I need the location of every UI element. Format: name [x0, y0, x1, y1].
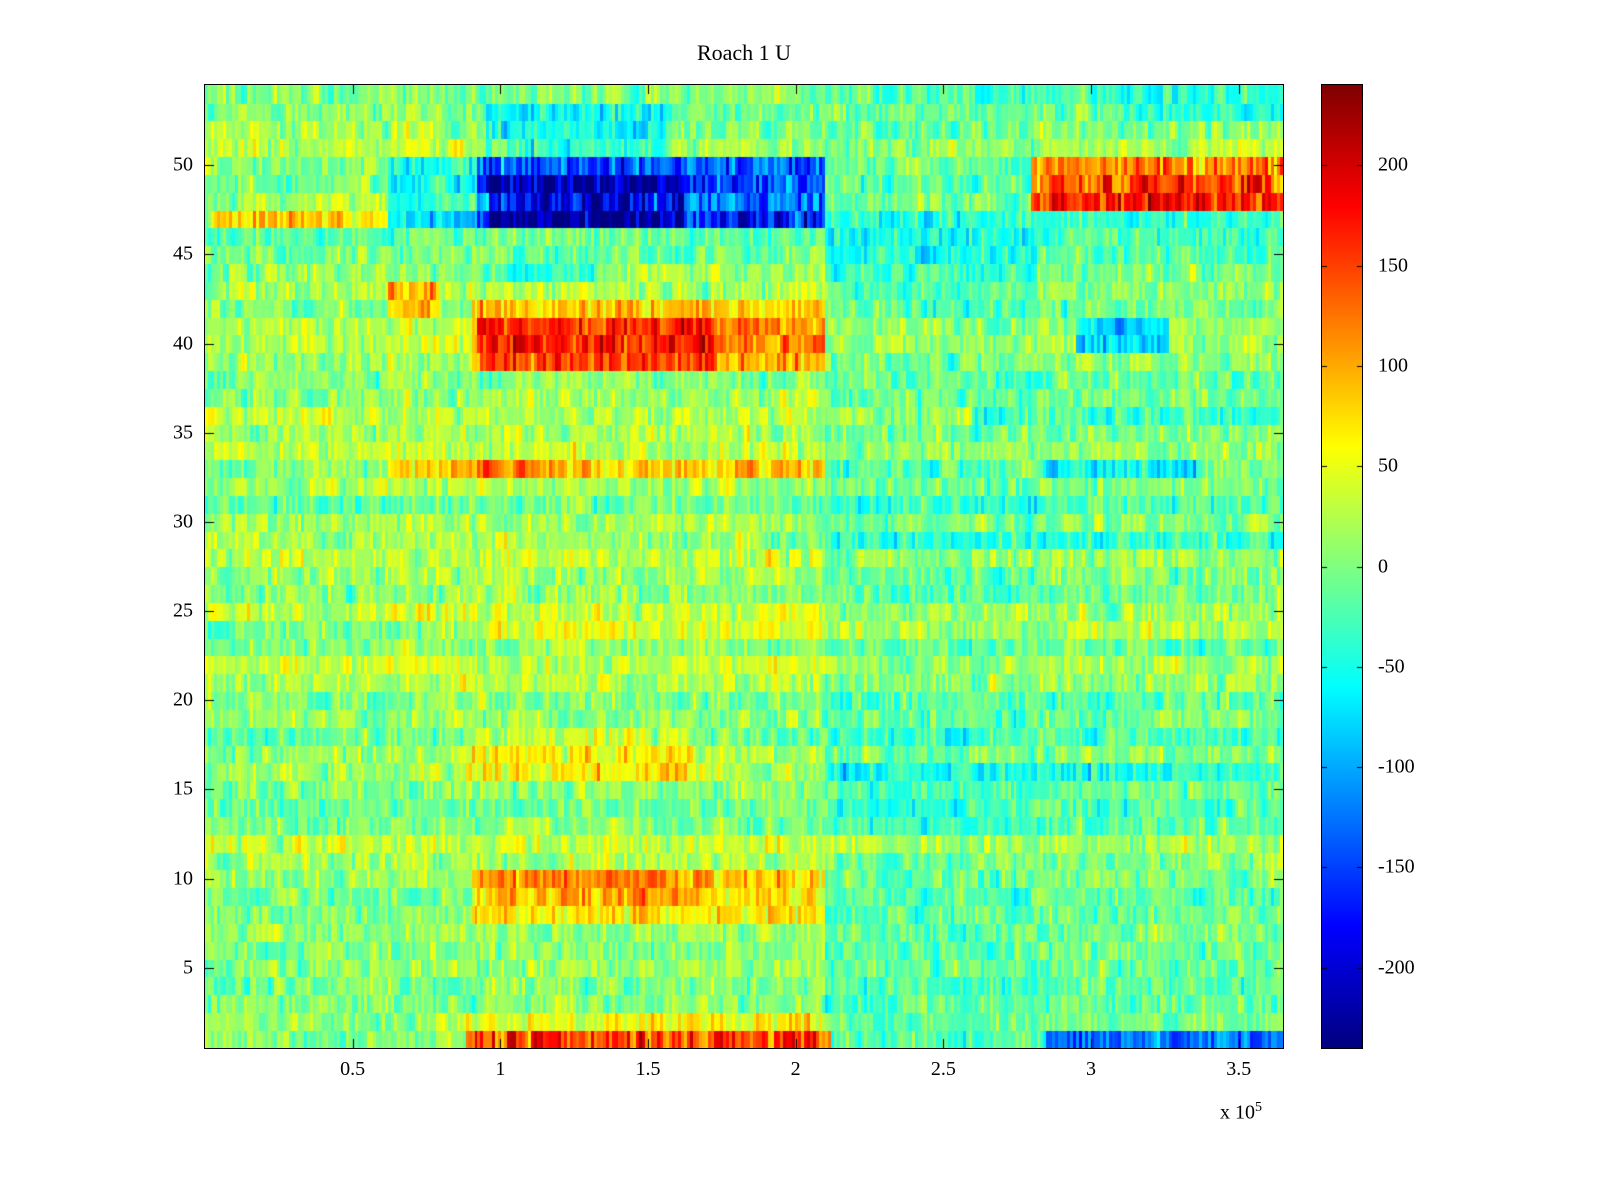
- colorbar-tick-label: -200: [1378, 956, 1415, 979]
- heatmap-canvas: [205, 85, 1283, 1048]
- x-tick-label: 2.5: [930, 1058, 956, 1080]
- x-tick-label: 3.5: [1226, 1058, 1252, 1080]
- colorbar-tick-label: -50: [1378, 655, 1405, 678]
- y-tick-label: 10: [173, 867, 193, 890]
- x-tick-label: 3: [1086, 1058, 1097, 1080]
- colorbar-tick-label: -150: [1378, 855, 1415, 878]
- x-tick-label: 0.5: [340, 1058, 366, 1080]
- colorbar-tick-label: 200: [1378, 153, 1408, 176]
- y-tick-label: 35: [173, 421, 193, 444]
- y-tick-label: 20: [173, 688, 193, 711]
- x-exponent-power: 5: [1255, 1100, 1262, 1115]
- colorbar-tick-label: -100: [1378, 755, 1415, 778]
- x-exponent-base: x 10: [1220, 1101, 1255, 1124]
- y-tick-label: 30: [173, 510, 193, 533]
- colorbar-tick-label: 0: [1378, 555, 1388, 577]
- colorbar-tick-label: 100: [1378, 354, 1408, 377]
- y-tick-label: 15: [173, 777, 193, 800]
- x-tick-label: 1.5: [635, 1058, 661, 1080]
- y-tick-label: 25: [173, 599, 193, 622]
- y-tick-label: 45: [173, 242, 193, 265]
- colorbar-tick-label: 50: [1378, 454, 1398, 477]
- colorbar-tick-label: 150: [1378, 254, 1408, 277]
- y-tick-label: 50: [173, 153, 193, 176]
- y-tick-label: 40: [173, 332, 193, 355]
- x-tick-label: 1: [495, 1058, 506, 1080]
- x-axis-exponent-label: x 105: [1220, 1100, 1262, 1125]
- chart-title: Roach 1 U: [696, 40, 792, 65]
- x-tick-label: 2: [790, 1058, 801, 1080]
- y-tick-label: 5: [183, 956, 193, 979]
- colorbar: [1322, 85, 1362, 1048]
